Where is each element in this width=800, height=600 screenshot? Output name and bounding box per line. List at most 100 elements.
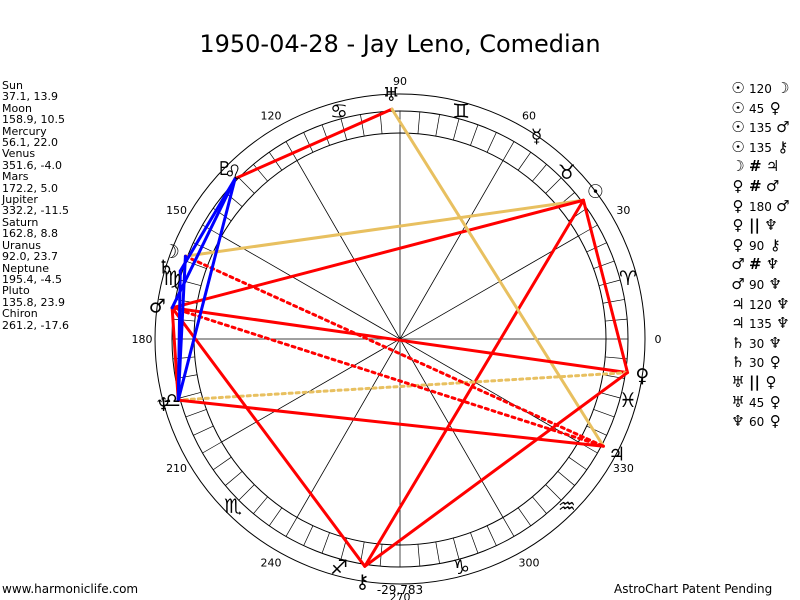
- degree-tick: [593, 260, 615, 269]
- aspect-row: ☉ 135 ♂: [730, 118, 800, 138]
- aspect-type: 90: [749, 277, 765, 292]
- aspect-planet-b-icon: ♂: [776, 118, 790, 137]
- aspect-type: ||: [749, 372, 760, 391]
- degree-tick: [303, 525, 314, 546]
- footer-website[interactable]: www.harmoniclife.com: [2, 582, 139, 596]
- chiron-icon: ⚷: [356, 571, 370, 593]
- degree-tick: [452, 118, 460, 141]
- degree-label-150: 150: [166, 204, 187, 217]
- degree-ticks: [172, 111, 628, 567]
- planet-value-sun: 37.1, 13.9: [2, 90, 58, 104]
- aspect-type: 120: [749, 82, 772, 96]
- aspect-line-moon-neptune: [176, 254, 187, 402]
- aspect-planet-b-icon: ♆: [768, 274, 782, 293]
- aspect-planet-b-icon: ♆: [764, 216, 778, 235]
- degree-tick: [470, 532, 479, 554]
- degree-tick: [268, 507, 283, 526]
- zodiac-sign-glyphs: ♈ ♉ ♊ ♋ ♌ ♍ ♎ ♏ ♐ ♑ ♒ ♓: [163, 99, 637, 579]
- aspect-type: 60: [749, 415, 765, 430]
- aspect-planet-b-icon: ⚷: [769, 235, 781, 254]
- degree-tick: [202, 441, 222, 454]
- degree-tick: [532, 164, 547, 182]
- degree-tick: [598, 279, 621, 287]
- aspect-planet-a-icon: ☉: [731, 137, 745, 156]
- aspect-planet-b-icon: ♆: [776, 314, 790, 333]
- footer-patent-note: AstroChart Patent Pending: [614, 582, 773, 596]
- aspect-row: ♀ 90 ⚷: [730, 236, 800, 256]
- aspect-planet-a-icon: ☉: [731, 98, 745, 117]
- aspect-line-pluto-mars: [170, 177, 237, 310]
- aspect-row: ♂ 90 ♆: [730, 275, 800, 295]
- degree-tick: [517, 507, 532, 526]
- aspect-type: 120: [749, 297, 772, 312]
- degree-label-90: 90: [393, 75, 407, 88]
- aspect-planet-a-icon: ♀: [732, 235, 744, 254]
- leo-icon: ♌: [224, 160, 242, 184]
- scorpio-icon: ♏: [224, 494, 242, 518]
- degree-tick: [193, 425, 214, 436]
- degree-label-30: 30: [616, 204, 630, 217]
- aspect-planet-a-icon: ♅: [731, 392, 745, 411]
- jupiter-icon: ♃: [608, 443, 625, 465]
- degree-tick: [321, 124, 330, 146]
- aspect-line-mars-chiron: [170, 306, 367, 568]
- planet-name-sun: Sun: [2, 79, 23, 92]
- aspect-type: 135: [749, 140, 772, 155]
- degree-tick: [452, 537, 460, 560]
- aspect-planet-b-icon: ♆: [768, 333, 782, 352]
- degree-tick: [532, 496, 547, 514]
- planet-name-mars: Mars: [2, 170, 29, 184]
- degree-tick: [602, 299, 625, 304]
- degree-tick: [598, 391, 621, 399]
- venus-icon: ♀: [635, 365, 649, 387]
- aquarius-icon: ♒: [558, 494, 576, 518]
- aspect-row: ♂ # ♆: [730, 255, 800, 275]
- taurus-icon: ♉: [558, 160, 576, 184]
- aspect-type: 45: [749, 101, 765, 116]
- degree-tick: [578, 224, 598, 237]
- aspect-line-uranus-pluto: [233, 107, 394, 181]
- degree-tick: [285, 141, 298, 161]
- planet-glyphs: ☉ ☽ ☿ ♀ ♂ ♃ ♄ ♅ ♆ ♇ ⚷: [149, 84, 650, 593]
- degree-tick: [557, 471, 575, 486]
- degree-tick: [486, 132, 497, 153]
- capricorn-icon: ♑: [452, 555, 470, 579]
- aspect-planet-b-icon: ♂: [776, 196, 790, 215]
- planet-name-jupiter: Jupiter: [2, 193, 38, 207]
- degree-tick: [179, 391, 202, 399]
- mars-icon: ♂: [149, 296, 166, 318]
- aspect-planet-b-icon: ♀: [769, 412, 781, 431]
- degree-tick: [321, 532, 330, 554]
- aspect-planet-b-icon: ♀: [769, 392, 781, 411]
- aspect-row: ♅ || ♀: [730, 373, 800, 393]
- aspect-type: 180: [749, 199, 772, 214]
- gemini-icon: ♊: [452, 99, 470, 123]
- aspect-type: #: [749, 255, 762, 274]
- aspect-planet-a-icon: ♄: [731, 353, 745, 372]
- degree-tick: [593, 409, 615, 418]
- aspect-planet-b-icon: ♀: [765, 372, 777, 391]
- aspect-line-neptune-jupiter: [176, 398, 605, 448]
- aspect-planet-b-icon: ☽: [776, 79, 790, 97]
- degree-label-330: 330: [613, 462, 634, 475]
- degree-tick: [185, 260, 207, 269]
- aspect-planet-a-icon: ☉: [731, 79, 745, 97]
- planet-value-venus: 351.6, -4.0: [2, 158, 62, 172]
- aspect-row: ♃ 120 ♆: [730, 295, 800, 315]
- degree-tick: [185, 409, 207, 418]
- planet-value-neptune: 195.4, -4.5: [2, 272, 62, 286]
- planet-name-pluto: Pluto: [2, 284, 30, 298]
- aspect-row: ♄ 30 ♆: [730, 334, 800, 354]
- wheel-ring-0: [154, 93, 646, 585]
- aspect-type: #: [749, 157, 762, 176]
- bottom-value-label: -29,783: [377, 583, 423, 597]
- aspect-planet-a-icon: ♆: [731, 412, 745, 431]
- planet-value-mercury: 56.1, 22.0: [2, 136, 58, 150]
- degree-tick: [435, 541, 440, 564]
- degree-tick: [238, 177, 255, 194]
- aspect-line-venus-mars: [170, 306, 630, 375]
- aspect-planet-a-icon: ♅: [731, 372, 745, 391]
- degree-tick: [172, 318, 195, 322]
- aspect-line-mars-jupiter: [170, 306, 605, 448]
